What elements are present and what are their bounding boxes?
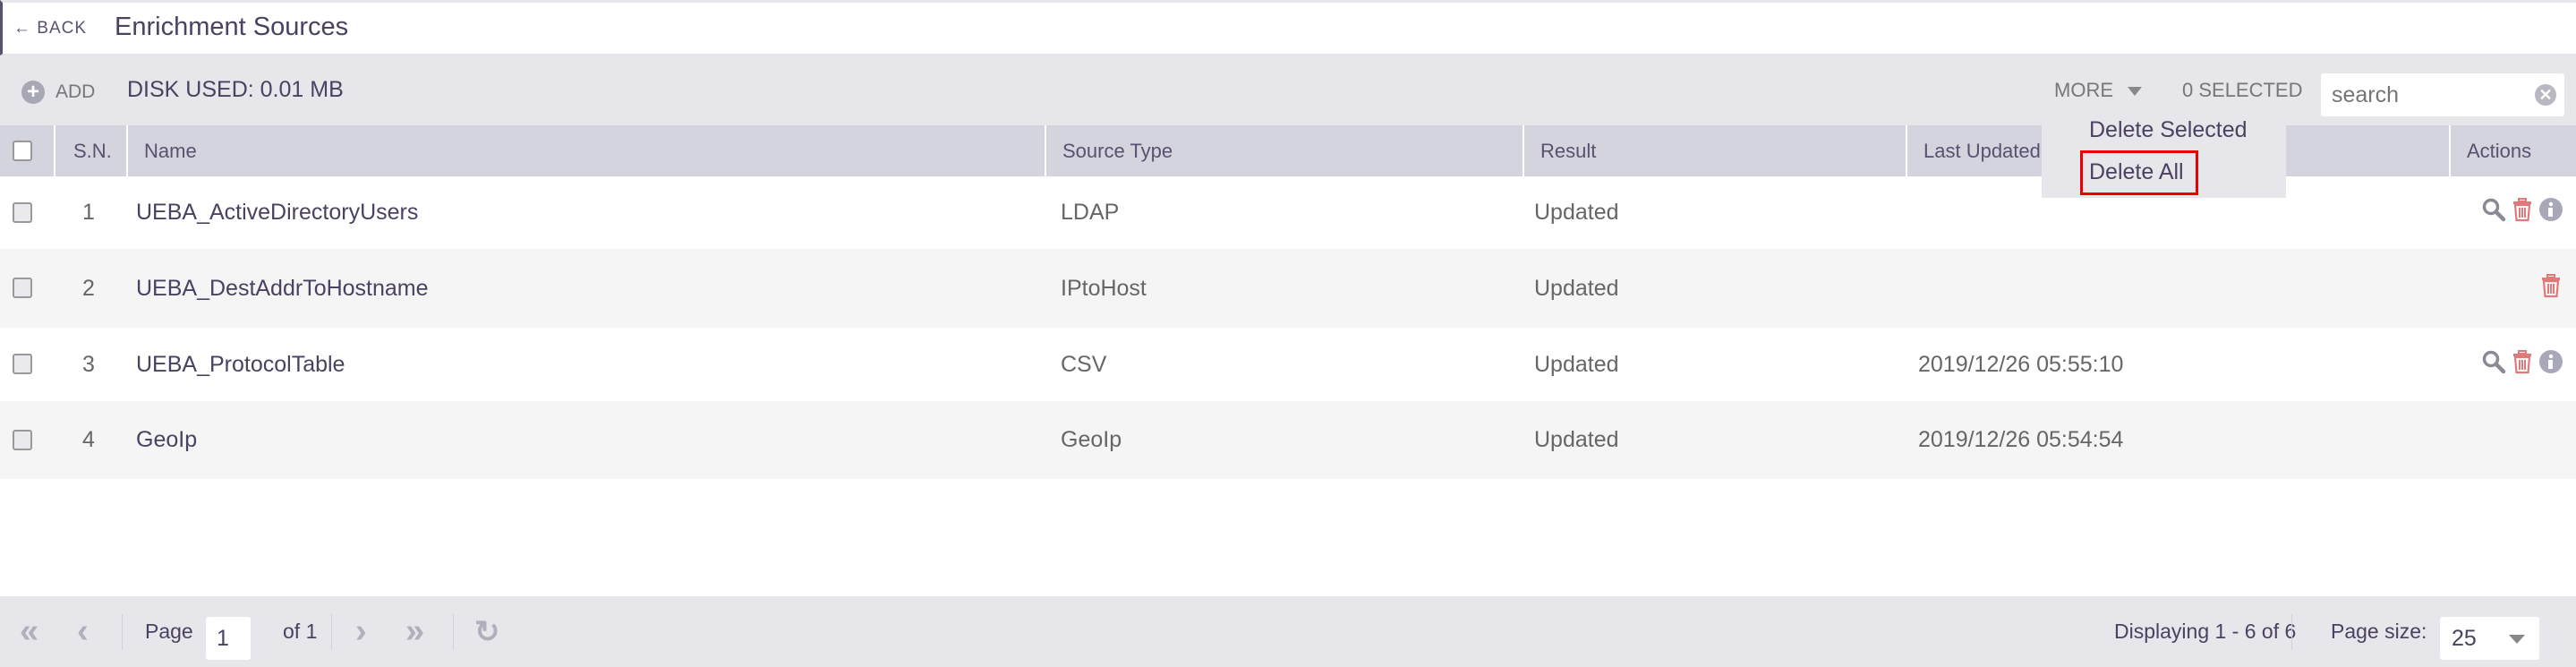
row-checkbox[interactable] xyxy=(13,201,32,223)
col-source-type[interactable]: Source Type xyxy=(1045,125,1523,176)
row-actions xyxy=(2481,176,2563,249)
row-source-type: CSV xyxy=(1061,351,1107,377)
page-number-input[interactable] xyxy=(206,617,251,660)
prev-page-icon[interactable]: ‹ xyxy=(77,612,89,650)
col-result[interactable]: Result xyxy=(1523,125,1906,176)
row-name: UEBA_ProtocolTable xyxy=(136,351,345,377)
more-dropdown[interactable]: MORE xyxy=(2054,79,2142,102)
row-last-updated: 2019/12/26 05:54:54 xyxy=(1918,427,2124,452)
row-name: UEBA_DestAddrToHostname xyxy=(136,275,429,301)
select-all-checkbox[interactable] xyxy=(13,141,32,161)
info-icon[interactable] xyxy=(2538,349,2563,381)
more-label: MORE xyxy=(2054,79,2113,101)
add-button[interactable]: + ADD xyxy=(21,81,95,104)
row-source-type: LDAP xyxy=(1061,200,1120,225)
page-size-select[interactable]: 25 xyxy=(2440,617,2539,660)
trash-icon[interactable] xyxy=(2538,273,2563,304)
col-last-updated[interactable]: Last Updated xyxy=(1906,125,2449,176)
row-source-type: IPtoHost xyxy=(1061,275,1147,301)
next-page-icon[interactable]: › xyxy=(355,612,367,650)
last-page-icon[interactable]: » xyxy=(405,612,425,650)
toolbar: + ADD DISK USED: 0.01 MB MORE 0 SELECTED … xyxy=(0,56,2576,125)
search-icon[interactable] xyxy=(2481,197,2506,228)
table-row[interactable]: 1 UEBA_ActiveDirectoryUsers LDAP Updated xyxy=(0,176,2576,249)
pagination-bar: « ‹ Page of 1 › » ↻ Displaying 1 - 6 of … xyxy=(0,596,2576,667)
col-name[interactable]: Name xyxy=(126,125,1045,176)
row-name: UEBA_ActiveDirectoryUsers xyxy=(136,200,419,225)
row-name: GeoIp xyxy=(136,427,198,452)
page-total: of 1 xyxy=(283,620,318,643)
row-sn: 4 xyxy=(82,427,95,452)
row-last-updated: 2019/12/26 05:55:10 xyxy=(1918,351,2124,377)
row-checkbox[interactable] xyxy=(13,429,32,450)
back-label: BACK xyxy=(37,19,88,38)
info-icon[interactable] xyxy=(2538,197,2563,228)
col-sn[interactable]: S.N. xyxy=(54,125,126,176)
table-row[interactable]: 2 UEBA_DestAddrToHostname IPtoHost Updat… xyxy=(0,249,2576,328)
search-icon[interactable] xyxy=(2481,349,2506,381)
row-sn: 2 xyxy=(82,275,95,301)
row-result: Updated xyxy=(1534,200,1619,225)
row-checkbox[interactable] xyxy=(13,354,32,374)
selected-count: 0 SELECTED xyxy=(2182,79,2303,101)
row-result: Updated xyxy=(1534,351,1619,377)
disk-used: DISK USED: 0.01 MB xyxy=(127,77,344,102)
trash-icon[interactable] xyxy=(2510,349,2535,381)
page-size-label: Page size: xyxy=(2331,620,2427,643)
row-result: Updated xyxy=(1534,427,1619,452)
col-actions: Actions xyxy=(2449,125,2576,176)
search-input[interactable] xyxy=(2321,73,2564,116)
first-page-icon[interactable]: « xyxy=(20,612,39,650)
page-size-value: 25 xyxy=(2452,626,2477,651)
table-row[interactable]: 3 UEBA_ProtocolTable CSV Updated 2019/12… xyxy=(0,328,2576,401)
displaying-info: Displaying 1 - 6 of 6 xyxy=(2114,620,2297,643)
row-source-type: GeoIp xyxy=(1061,427,1122,452)
row-actions xyxy=(2538,249,2563,328)
back-button[interactable]: ← BACK xyxy=(13,19,87,38)
highlight-box xyxy=(2080,150,2198,195)
clear-search-icon[interactable]: ✕ xyxy=(2535,84,2556,106)
menu-item-delete-selected[interactable]: Delete Selected xyxy=(2089,117,2248,142)
menu-item-delete-all[interactable]: Delete All xyxy=(2089,159,2184,184)
row-sn: 1 xyxy=(82,200,95,225)
page-label: Page xyxy=(145,620,193,643)
add-label: ADD xyxy=(55,81,96,102)
caret-down-icon xyxy=(2509,635,2525,644)
row-checkbox[interactable] xyxy=(13,278,32,298)
trash-icon[interactable] xyxy=(2510,197,2535,228)
plus-circle-icon: + xyxy=(21,81,45,104)
row-sn: 3 xyxy=(82,351,95,377)
row-result: Updated xyxy=(1534,275,1619,301)
refresh-icon[interactable]: ↻ xyxy=(474,614,500,649)
arrow-left-icon: ← xyxy=(13,19,31,38)
page-header: ← BACK Enrichment Sources xyxy=(0,0,2576,56)
row-actions xyxy=(2481,328,2563,401)
page-title: Enrichment Sources xyxy=(115,13,349,41)
caret-down-icon xyxy=(2128,87,2142,97)
table-row[interactable]: 4 GeoIp GeoIp Updated 2019/12/26 05:54:5… xyxy=(0,401,2576,479)
